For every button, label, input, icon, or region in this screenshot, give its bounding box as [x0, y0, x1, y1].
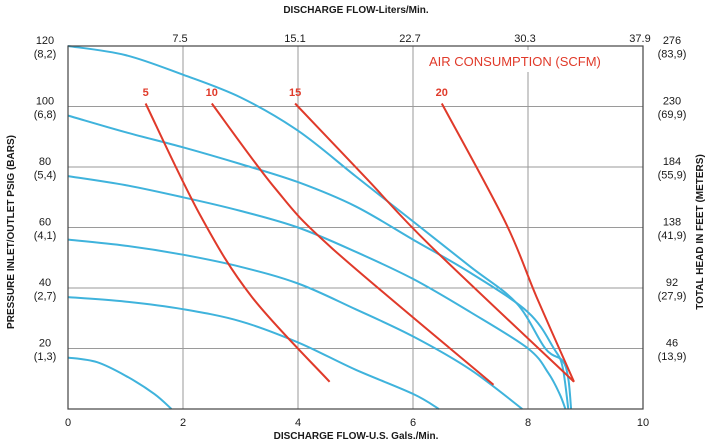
pressure-curve-6 [67, 356, 173, 410]
x-tick-label: 6 [410, 417, 416, 429]
top-axis-title: DISCHARGE FLOW-Liters/Min. [283, 5, 429, 16]
air-curve-label: 10 [206, 87, 218, 99]
right-axis-title: TOTAL HEAD IN FEET (METERS) [695, 154, 706, 310]
air-curve-10 [210, 102, 495, 386]
x-tick-label: 10 [637, 417, 649, 429]
right-tick-label: 138 [663, 217, 681, 229]
right-tick-sublabel: (13,9) [658, 351, 687, 363]
left-tick-label: 120 [36, 35, 54, 47]
air-curve-20 [440, 103, 575, 383]
right-tick-sublabel: (27,9) [658, 291, 687, 303]
left-tick-label: 40 [39, 277, 51, 289]
right-tick-sublabel: (69,9) [658, 109, 687, 121]
left-tick-sublabel: (5,4) [34, 170, 57, 182]
top-tick-label: 7.5 [172, 33, 187, 45]
top-tick-label: 22.7 [399, 33, 420, 45]
top-tick-label: 30.3 [514, 33, 535, 45]
air-curve-15 [294, 102, 575, 383]
left-tick-sublabel: (4,1) [34, 230, 57, 242]
bottom-axis-title: DISCHARGE FLOW-U.S. Gals./Min. [274, 431, 439, 442]
top-tick-label: 37.9 [629, 33, 650, 45]
right-tick-label: 276 [663, 35, 681, 47]
left-tick-label: 100 [36, 96, 54, 108]
right-tick-sublabel: (41,9) [658, 230, 687, 242]
left-tick-sublabel: (1,3) [34, 351, 57, 363]
right-tick-label: 230 [663, 96, 681, 108]
air-consumption-annotation: AIR CONSUMPTION (SCFM) [429, 54, 601, 69]
x-tick-label: 4 [295, 417, 301, 429]
annotation-background [424, 50, 622, 72]
pressure-curve-4 [67, 238, 523, 410]
left-axis-title: PRESSURE INLET/OUTLET PSIG (BARS) [6, 135, 17, 329]
air-curve-label: 20 [436, 87, 448, 99]
pressure-curve-3 [67, 175, 567, 410]
left-tick-label: 60 [39, 217, 51, 229]
pressure-curves [67, 45, 573, 410]
right-tick-label: 92 [666, 277, 678, 289]
right-tick-sublabel: (55,9) [658, 170, 687, 182]
left-tick-sublabel: (2,7) [34, 291, 57, 303]
air-curve-label: 5 [143, 87, 149, 99]
left-tick-sublabel: (8,2) [34, 49, 57, 61]
x-tick-label: 8 [525, 417, 531, 429]
left-tick-label: 20 [39, 338, 51, 350]
right-tick-label: 46 [666, 338, 678, 350]
pressure-curve-2 [67, 114, 570, 410]
axis-labels: DISCHARGE FLOW-Liters/Min. DISCHARGE FLO… [6, 5, 706, 442]
left-tick-sublabel: (6,8) [34, 109, 57, 121]
x-tick-label: 2 [180, 417, 186, 429]
air-curve-label: 15 [289, 87, 301, 99]
air-consumption-curves: 5 10 15 20 [143, 87, 575, 386]
top-tick-label: 15.1 [284, 33, 305, 45]
pressure-curve-1 [67, 45, 573, 410]
air-curve-5 [144, 103, 331, 383]
right-tick-label: 184 [663, 156, 681, 168]
x-tick-label: 0 [65, 417, 71, 429]
plot-frame [67, 45, 644, 410]
left-tick-label: 80 [39, 156, 51, 168]
pressure-curve-5 [67, 296, 440, 410]
right-tick-sublabel: (83,9) [658, 49, 687, 61]
plot-border [67, 45, 644, 410]
